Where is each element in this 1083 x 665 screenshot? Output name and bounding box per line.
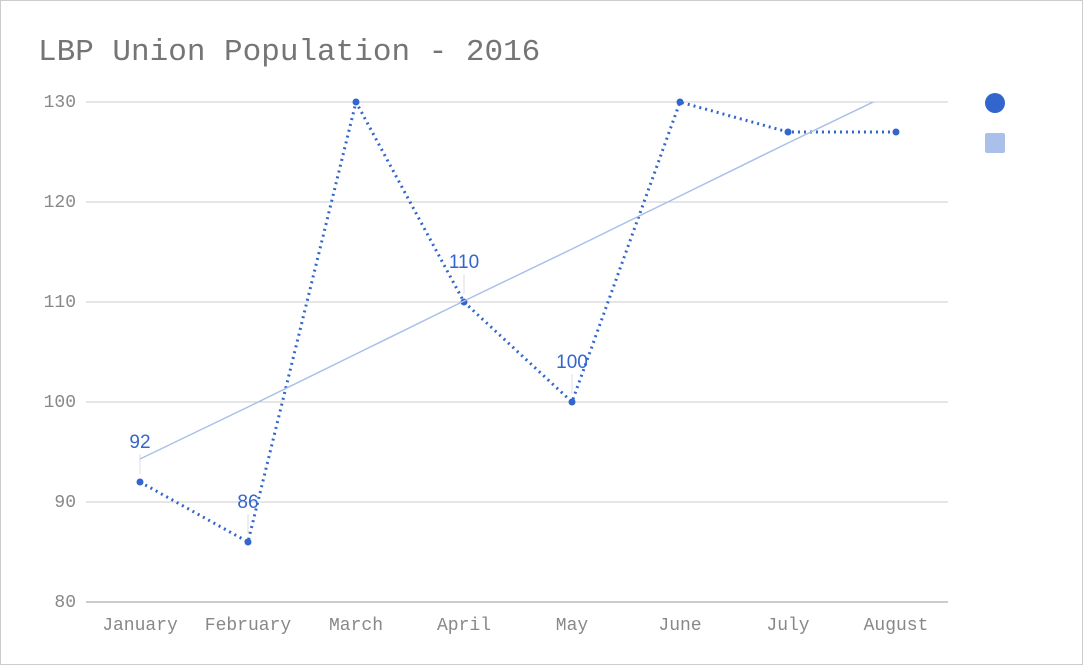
legend-marker [985, 93, 1005, 113]
y-tick-label: 80 [54, 593, 76, 613]
chart-title: LBP Union Population - 2016 [38, 35, 540, 70]
x-tick-label: July [766, 616, 809, 636]
point [892, 128, 900, 136]
x-tick-label: May [556, 616, 589, 636]
x-tick-label: January [102, 616, 178, 636]
x-tick-label: March [329, 616, 383, 636]
x-tick-label: June [658, 616, 701, 636]
point [352, 98, 360, 106]
point [244, 538, 252, 546]
point [136, 478, 144, 486]
value-label: 110 [449, 252, 479, 273]
point [676, 98, 684, 106]
y-tick-label: 130 [44, 93, 76, 113]
value-label: 92 [129, 432, 150, 453]
point [568, 398, 576, 406]
x-tick-label: April [437, 616, 491, 636]
trend-line [139, 102, 875, 460]
y-tick-label: 100 [44, 393, 76, 413]
point [784, 128, 792, 136]
y-tick-label: 120 [44, 193, 76, 213]
y-tick-label: 90 [54, 493, 76, 513]
y-tick-label: 110 [44, 293, 76, 313]
series-line [139, 102, 896, 545]
value-label: 86 [237, 492, 258, 513]
legend-marker [985, 133, 1005, 153]
x-tick-label: February [205, 616, 292, 636]
x-tick-label: August [864, 616, 929, 636]
value-label: 100 [556, 352, 588, 373]
